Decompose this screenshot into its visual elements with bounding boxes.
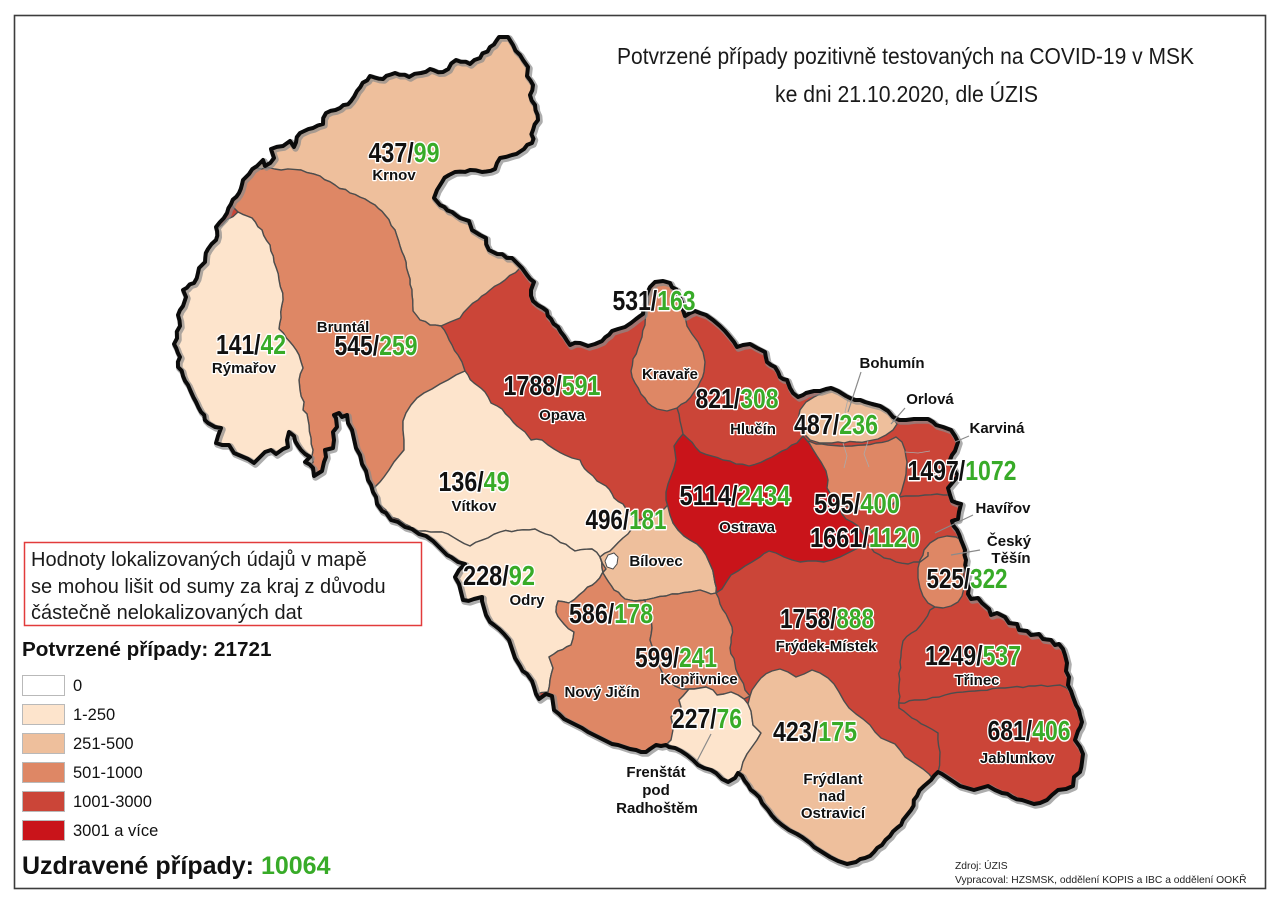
- svg-text:Ostrava: Ostrava: [719, 519, 776, 536]
- svg-text:501-1000: 501-1000: [73, 764, 143, 782]
- svg-text:Uzdravené případy: 10064: Uzdravené případy: 10064: [22, 852, 331, 880]
- svg-text:136/49: 136/49: [439, 466, 510, 497]
- svg-text:ke dni 21.10.2020, dle ÚZIS: ke dni 21.10.2020, dle ÚZIS: [775, 81, 1038, 107]
- svg-text:1001-3000: 1001-3000: [73, 793, 152, 811]
- svg-text:Krnov: Krnov: [372, 167, 416, 184]
- svg-text:1-250: 1-250: [73, 706, 115, 724]
- svg-text:531/163: 531/163: [613, 285, 696, 316]
- svg-text:Orlová: Orlová: [906, 391, 954, 408]
- svg-text:0: 0: [73, 677, 82, 695]
- svg-text:599/241: 599/241: [635, 642, 717, 673]
- svg-text:Hodnoty lokalizovaných údajů v: Hodnoty lokalizovaných údajů v mapě: [31, 549, 367, 571]
- svg-text:Frenštát: Frenštát: [626, 764, 685, 781]
- svg-text:227/76: 227/76: [672, 703, 742, 734]
- svg-text:pod: pod: [642, 782, 670, 799]
- svg-text:Hlučín: Hlučín: [730, 421, 776, 438]
- svg-text:Třinec: Třinec: [954, 672, 999, 689]
- svg-text:3001 a více: 3001 a více: [73, 822, 158, 840]
- svg-text:Zdroj: ÚZIS: Zdroj: ÚZIS: [955, 859, 1008, 872]
- svg-text:681/406: 681/406: [988, 715, 1071, 746]
- svg-text:Těšín: Těšín: [991, 550, 1030, 567]
- svg-text:Kravaře: Kravaře: [642, 366, 698, 383]
- svg-text:Opava: Opava: [539, 407, 586, 424]
- svg-text:Kopřivnice: Kopřivnice: [660, 671, 738, 688]
- svg-text:545/259: 545/259: [335, 330, 418, 361]
- svg-text:1497/1072: 1497/1072: [908, 455, 1017, 486]
- svg-text:595/400: 595/400: [814, 488, 900, 519]
- svg-text:Vítkov: Vítkov: [451, 498, 497, 515]
- svg-text:Karviná: Karviná: [969, 420, 1025, 437]
- svg-text:Bruntál: Bruntál: [317, 319, 370, 336]
- svg-text:Frýdlant: Frýdlant: [803, 771, 862, 788]
- svg-text:Potvrzené případy pozitivně te: Potvrzené případy pozitivně testovaných …: [617, 43, 1195, 69]
- svg-text:251-500: 251-500: [73, 735, 134, 753]
- svg-text:Bohumín: Bohumín: [860, 355, 925, 372]
- svg-text:Nový Jičín: Nový Jičín: [564, 684, 639, 701]
- svg-text:586/178: 586/178: [569, 598, 653, 629]
- svg-text:Potvrzené případy: 21721: Potvrzené případy: 21721: [22, 638, 272, 661]
- svg-text:Frýdek-Místek: Frýdek-Místek: [776, 638, 878, 655]
- svg-text:1661/1120: 1661/1120: [810, 522, 920, 553]
- svg-text:Ostravicí: Ostravicí: [801, 805, 866, 822]
- svg-text:Havířov: Havířov: [975, 500, 1031, 517]
- svg-text:Vypracoval: HZSMSK, oddělení K: Vypracoval: HZSMSK, oddělení KOPIS a IBC…: [955, 873, 1247, 886]
- svg-text:částečně nelokalizovaných dat: částečně nelokalizovaných dat: [31, 602, 303, 624]
- svg-text:Radhoštěm: Radhoštěm: [616, 800, 698, 817]
- svg-text:Odry: Odry: [509, 592, 545, 609]
- svg-text:228/92: 228/92: [463, 560, 535, 591]
- svg-text:Jablunkov: Jablunkov: [980, 750, 1055, 767]
- svg-text:525/322: 525/322: [927, 563, 1008, 594]
- svg-text:821/308: 821/308: [696, 383, 779, 414]
- svg-text:Rýmařov: Rýmařov: [212, 360, 277, 377]
- svg-text:496/181: 496/181: [586, 504, 667, 535]
- svg-text:se mohou lišit od sumy za kraj: se mohou lišit od sumy za kraj z důvodu: [31, 576, 386, 598]
- svg-text:nad: nad: [819, 788, 846, 805]
- svg-text:Bílovec: Bílovec: [629, 553, 682, 570]
- svg-text:Český: Český: [987, 532, 1032, 550]
- svg-text:1758/888: 1758/888: [780, 603, 874, 634]
- svg-text:487/236: 487/236: [794, 409, 878, 440]
- svg-text:437/99: 437/99: [369, 137, 440, 168]
- svg-text:423/175: 423/175: [773, 716, 857, 747]
- svg-text:141/42: 141/42: [216, 329, 286, 360]
- svg-text:1249/537: 1249/537: [925, 640, 1021, 671]
- svg-text:1788/591: 1788/591: [504, 370, 601, 401]
- svg-text:5114/2434: 5114/2434: [680, 480, 791, 511]
